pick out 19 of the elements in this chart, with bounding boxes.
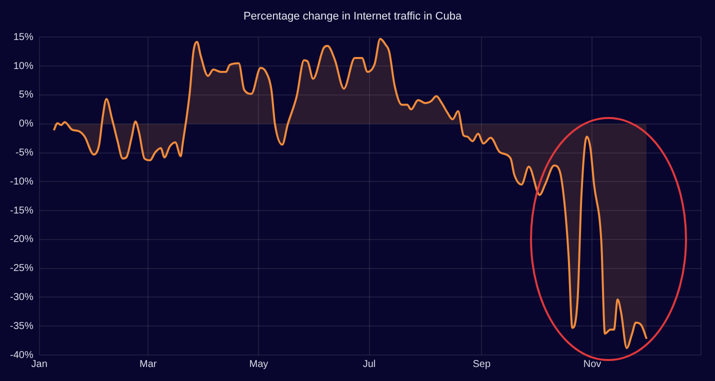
x-tick-label: Sep xyxy=(472,358,491,370)
x-tick-label: Jan xyxy=(31,358,48,370)
y-tick-label: -25% xyxy=(10,263,34,274)
x-tick-label: Nov xyxy=(583,358,602,370)
y-tick-label: -30% xyxy=(10,292,34,303)
y-tick-label: -15% xyxy=(10,205,34,216)
y-tick-label: -40% xyxy=(10,350,34,361)
y-tick-label: -20% xyxy=(10,234,34,246)
y-tick-label: -10% xyxy=(10,176,34,188)
x-tick-label: Jul xyxy=(362,358,376,370)
y-tick-label: 15% xyxy=(13,32,34,43)
y-tick-label: -5% xyxy=(16,148,34,159)
y-tick-label: -35% xyxy=(10,320,34,332)
x-tick-label: Mar xyxy=(139,358,158,370)
chart-title: Percentage change in Internet traffic in Cuba xyxy=(243,10,462,23)
x-tick-label: May xyxy=(249,358,268,370)
y-tick-label: 0% xyxy=(18,118,34,130)
y-tick-label: 5% xyxy=(18,90,34,101)
y-tick-label: 10% xyxy=(13,60,34,72)
